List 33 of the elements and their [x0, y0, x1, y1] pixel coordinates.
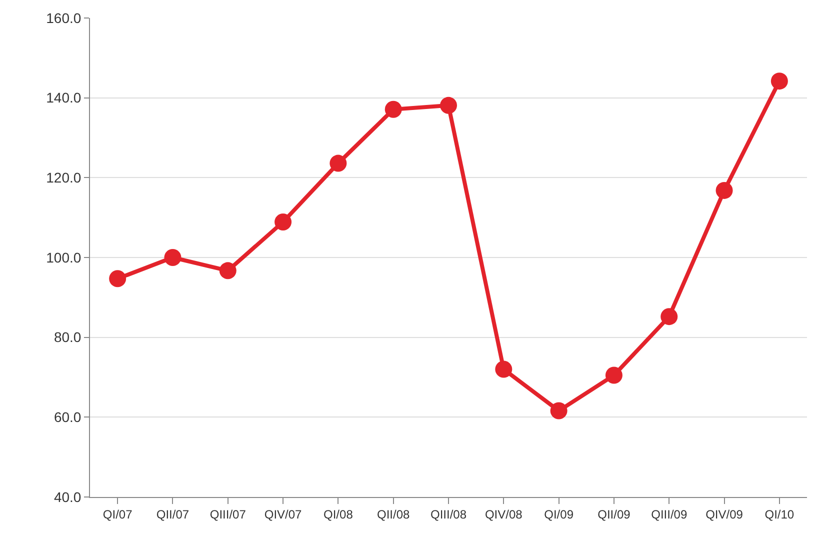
point — [770, 72, 788, 90]
x-tick-label: QI/10 — [764, 507, 794, 522]
y-tick-label: 100.0 — [46, 249, 82, 266]
point — [440, 96, 457, 114]
y-tick-label: 60.0 — [54, 409, 82, 426]
point — [660, 308, 678, 326]
x-tick-label: QII/09 — [598, 507, 631, 522]
x-tick-label: QIII/07 — [210, 507, 246, 522]
point — [219, 262, 236, 280]
point — [330, 154, 347, 172]
x-tick-label: QIII/08 — [430, 507, 467, 522]
x-tick-label: QI/07 — [102, 507, 133, 522]
y-tick-label: 120.0 — [46, 170, 82, 186]
x-tick-label: QI/08 — [324, 507, 354, 522]
point — [164, 249, 182, 266]
point — [109, 270, 126, 288]
x-tick-label: QIII/09 — [651, 507, 688, 522]
point — [384, 100, 402, 118]
y-tick-label: 140.0 — [46, 90, 82, 106]
x-tick-label: QIV/08 — [484, 507, 523, 522]
point — [716, 182, 733, 199]
x-tick-label: QII/08 — [377, 507, 410, 522]
y-tick-label: 80.0 — [54, 329, 82, 346]
y-tick-label: 40.0 — [54, 488, 82, 505]
point — [550, 402, 568, 420]
point — [274, 213, 292, 230]
point — [495, 360, 512, 378]
x-tick-label: QII/07 — [156, 507, 190, 522]
point — [605, 366, 622, 384]
x-tick-label: QIV/09 — [706, 507, 744, 522]
y-tick-label: 160.0 — [46, 10, 82, 26]
x-tick-label: QI/09 — [544, 507, 574, 522]
x-tick-label: QIV/07 — [264, 507, 302, 522]
